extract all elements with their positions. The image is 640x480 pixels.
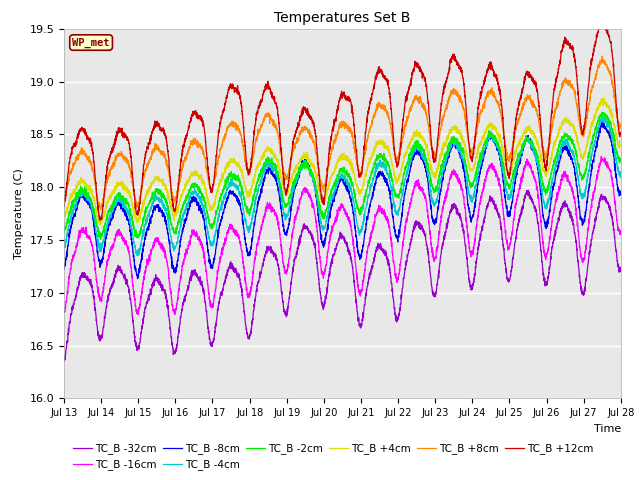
TC_B +8cm	[298, 126, 306, 132]
TC_B -16cm	[606, 169, 614, 175]
TC_B -16cm	[60, 308, 68, 313]
TC_B -2cm	[298, 164, 306, 170]
TC_B -16cm	[298, 189, 306, 195]
TC_B +4cm	[60, 210, 68, 216]
TC_B +12cm	[298, 110, 306, 116]
TC_B -8cm	[134, 276, 141, 282]
Text: WP_met: WP_met	[72, 37, 110, 48]
TC_B +12cm	[546, 130, 554, 135]
TC_B +8cm	[546, 140, 554, 145]
TC_B -32cm	[274, 263, 282, 269]
Line: TC_B -32cm: TC_B -32cm	[64, 190, 621, 361]
TC_B +8cm	[617, 121, 625, 127]
TC_B -4cm	[606, 125, 614, 131]
TC_B -2cm	[274, 169, 282, 175]
TC_B +4cm	[617, 143, 625, 149]
TC_B -16cm	[617, 228, 625, 233]
TC_B -4cm	[274, 175, 282, 180]
TC_B -4cm	[60, 240, 68, 246]
TC_B -8cm	[546, 205, 554, 211]
TC_B -4cm	[124, 207, 131, 213]
TC_B -2cm	[598, 109, 605, 115]
TC_B +12cm	[606, 39, 614, 45]
TC_B -8cm	[274, 184, 282, 190]
TC_B -32cm	[617, 266, 625, 272]
TC_B -16cm	[274, 215, 282, 221]
Line: TC_B -8cm: TC_B -8cm	[64, 121, 621, 279]
TC_B -16cm	[598, 154, 605, 159]
TC_B -4cm	[298, 167, 306, 173]
TC_B -2cm	[97, 237, 104, 242]
TC_B +4cm	[124, 186, 132, 192]
X-axis label: Time: Time	[593, 424, 621, 433]
TC_B -2cm	[546, 176, 554, 181]
TC_B -32cm	[547, 259, 554, 265]
TC_B +8cm	[606, 72, 614, 78]
TC_B +8cm	[124, 159, 132, 165]
TC_B -4cm	[617, 170, 625, 176]
Line: TC_B +12cm: TC_B +12cm	[64, 19, 621, 220]
TC_B -32cm	[60, 357, 68, 362]
TC_B -2cm	[60, 227, 68, 232]
TC_B +12cm	[274, 111, 282, 117]
TC_B +8cm	[598, 53, 606, 59]
TC_B +8cm	[157, 148, 164, 154]
Line: TC_B -2cm: TC_B -2cm	[64, 112, 621, 240]
Line: TC_B +8cm: TC_B +8cm	[64, 56, 621, 210]
TC_B +12cm	[598, 16, 606, 22]
TC_B -2cm	[157, 187, 164, 193]
TC_B +4cm	[600, 96, 608, 101]
TC_B +8cm	[60, 196, 68, 202]
TC_B -16cm	[124, 245, 131, 251]
TC_B +4cm	[157, 177, 164, 183]
Line: TC_B +4cm: TC_B +4cm	[64, 98, 621, 225]
TC_B -32cm	[606, 204, 614, 210]
TC_B -4cm	[157, 198, 164, 204]
TC_B +8cm	[274, 129, 282, 134]
TC_B +12cm	[60, 204, 68, 209]
TC_B -32cm	[157, 283, 164, 289]
TC_B -4cm	[600, 114, 607, 120]
TC_B -8cm	[599, 119, 607, 124]
TC_B -4cm	[546, 190, 554, 196]
TC_B -32cm	[525, 187, 532, 193]
TC_B -2cm	[617, 158, 625, 164]
TC_B -32cm	[298, 230, 306, 236]
TC_B -2cm	[124, 202, 132, 207]
TC_B -8cm	[60, 262, 68, 267]
TC_B +4cm	[606, 106, 614, 111]
TC_B +12cm	[157, 124, 164, 130]
TC_B -8cm	[157, 207, 164, 213]
TC_B -8cm	[617, 189, 625, 195]
TC_B -8cm	[298, 163, 306, 168]
TC_B -16cm	[171, 312, 179, 317]
TC_B +4cm	[298, 154, 306, 160]
Legend: TC_B -32cm, TC_B -16cm, TC_B -8cm, TC_B -4cm, TC_B -2cm, TC_B +4cm, TC_B +8cm, T: TC_B -32cm, TC_B -16cm, TC_B -8cm, TC_B …	[69, 439, 597, 475]
TC_B +4cm	[274, 156, 282, 162]
TC_B +4cm	[546, 159, 554, 165]
TC_B -32cm	[124, 283, 132, 289]
TC_B -32cm	[60, 358, 68, 364]
Title: Temperatures Set B: Temperatures Set B	[274, 11, 411, 25]
TC_B +4cm	[97, 222, 104, 228]
Line: TC_B -4cm: TC_B -4cm	[64, 117, 621, 255]
TC_B -2cm	[606, 121, 614, 127]
TC_B -4cm	[133, 252, 141, 258]
TC_B +8cm	[97, 207, 104, 213]
TC_B -16cm	[157, 241, 164, 247]
Line: TC_B -16cm: TC_B -16cm	[64, 156, 621, 314]
TC_B -8cm	[124, 216, 131, 221]
TC_B -16cm	[546, 235, 554, 240]
TC_B +12cm	[124, 136, 132, 142]
TC_B -8cm	[606, 135, 614, 141]
TC_B +12cm	[617, 132, 625, 137]
Y-axis label: Temperature (C): Temperature (C)	[14, 168, 24, 259]
TC_B +12cm	[95, 217, 103, 223]
